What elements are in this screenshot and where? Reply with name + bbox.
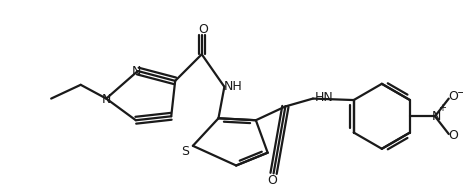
Text: HN: HN: [314, 91, 332, 104]
Text: NH: NH: [223, 80, 242, 93]
Text: N: N: [101, 93, 111, 106]
Text: N: N: [132, 64, 141, 77]
Text: +: +: [437, 103, 445, 113]
Text: O: O: [197, 23, 207, 36]
Text: O: O: [448, 130, 457, 143]
Text: N: N: [430, 110, 440, 123]
Text: −: −: [456, 88, 463, 98]
Text: S: S: [181, 145, 188, 158]
Text: O: O: [267, 174, 277, 187]
Text: O: O: [448, 90, 457, 103]
